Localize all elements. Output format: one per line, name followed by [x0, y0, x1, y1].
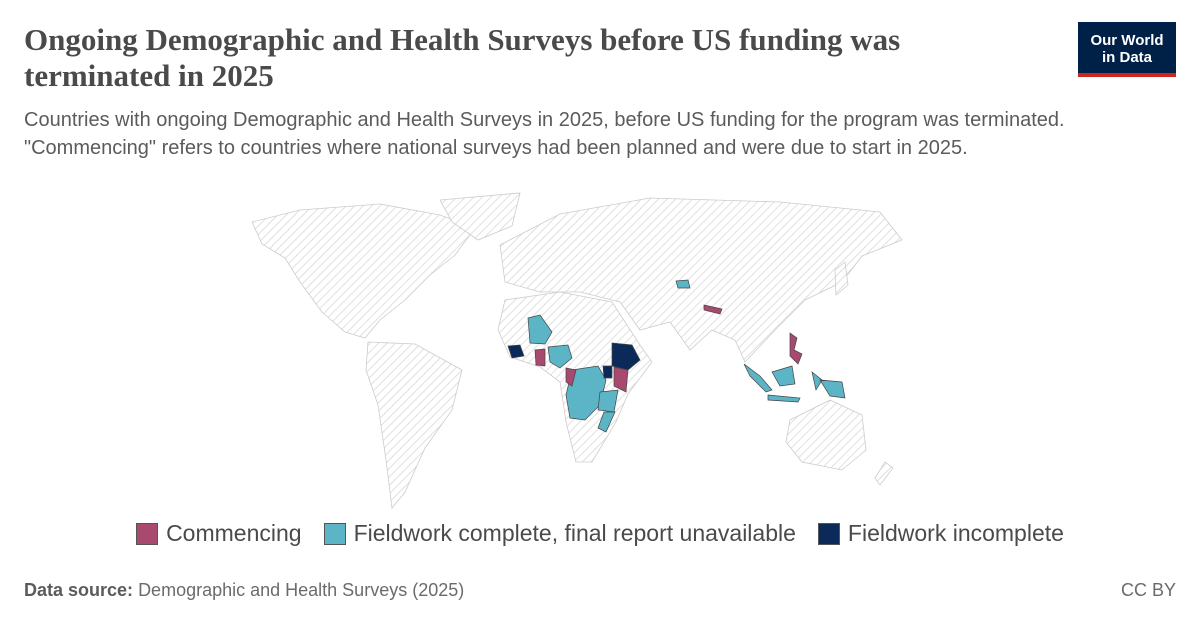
ghana	[534, 348, 546, 367]
legend-label: Commencing	[166, 520, 302, 546]
uganda	[602, 365, 613, 379]
legend-swatch	[323, 522, 346, 545]
nigeria	[547, 344, 573, 369]
legend: Commencing Fieldwork complete, final repo…	[0, 520, 1200, 547]
legend-swatch	[817, 522, 840, 545]
new-zealand	[874, 461, 894, 486]
logo-line: in Data	[1101, 49, 1152, 66]
philippines	[789, 332, 803, 365]
indonesia	[743, 363, 846, 403]
ethiopia	[611, 342, 641, 371]
tajikistan	[675, 279, 691, 289]
mozambique	[597, 411, 616, 433]
source: Data source: Demographic and Health Surv…	[24, 580, 464, 601]
legend-item[interactable]: Fieldwork incomplete	[817, 520, 1064, 547]
eurasia	[499, 197, 903, 363]
mali	[527, 314, 553, 345]
south-america	[365, 341, 463, 509]
footer: Data source: Demographic and Health Surv…	[24, 580, 1176, 601]
kenya	[613, 366, 629, 393]
guinea	[507, 344, 525, 359]
logo-line: Our World	[1090, 32, 1164, 49]
nepal	[703, 304, 723, 315]
legend-swatch	[136, 522, 159, 545]
legend-label: Fieldwork incomplete	[847, 520, 1064, 546]
subtitle: Countries with ongoing Demographic and H…	[24, 109, 1065, 159]
japan	[834, 261, 849, 296]
license[interactable]: CC BY	[1120, 580, 1176, 600]
world-map	[251, 192, 903, 509]
logo[interactable]: Our World in Data	[1078, 22, 1176, 77]
legend-item[interactable]: Fieldwork complete, final report unavail…	[323, 520, 796, 547]
greenland	[439, 192, 521, 241]
source-label: Data source:	[24, 580, 134, 600]
north-america	[251, 203, 476, 339]
drc	[565, 365, 607, 421]
source-text: Demographic and Health Surveys (2025)	[138, 580, 465, 600]
legend-item[interactable]: Commencing	[136, 520, 302, 547]
australia	[785, 399, 867, 471]
cameroon	[565, 367, 577, 387]
legend-label: Fieldwork complete, final report unavail…	[353, 520, 796, 546]
title: Ongoing Demographic and Health Surveys b…	[24, 22, 901, 93]
